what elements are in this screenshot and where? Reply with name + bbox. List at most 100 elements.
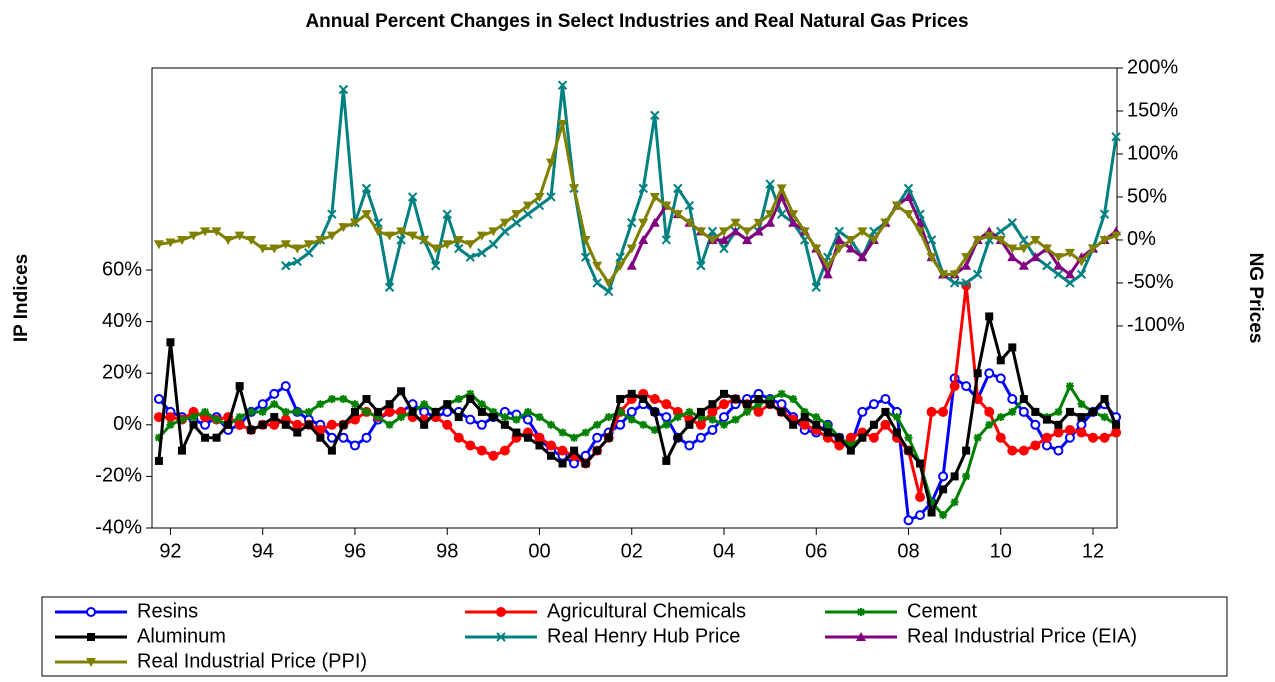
legend-label: Real Industrial Price (EIA) [907,625,1137,647]
data-point [962,446,971,455]
data-point [788,210,799,220]
chart-title: Annual Percent Changes in Select Industr… [305,11,968,32]
data-point [742,227,753,237]
data-point [338,84,349,95]
data-point [476,419,487,430]
data-point [626,244,637,254]
data-point [315,235,326,245]
data-point [454,395,463,404]
data-point [650,425,659,434]
data-point [1019,395,1028,404]
x-tick-label: 04 [713,540,735,562]
data-point [1065,382,1074,391]
data-point [442,240,453,250]
data-point [684,440,695,451]
series-line [285,83,1118,294]
data-point [523,209,533,219]
data-point [1053,253,1064,263]
data-point [904,433,913,442]
data-point [708,415,717,424]
data-point [385,400,394,409]
data-point [1018,406,1029,417]
data-point [949,278,960,288]
data-point [753,226,764,236]
data-point [742,234,753,244]
data-point [857,227,868,237]
data-point [270,413,279,422]
data-point [822,269,833,279]
data-point [857,252,868,262]
data-point [985,312,994,321]
data-point [707,424,718,435]
data-point [166,338,175,347]
data-point [950,498,959,507]
data-point [961,278,971,288]
data-point [408,407,417,416]
data-point [477,407,486,416]
data-point [396,227,407,237]
data-point [431,407,440,416]
data-point [580,252,591,262]
legend-marker [86,607,96,617]
data-point [696,413,705,422]
data-point [1089,407,1098,416]
data-point [707,226,718,237]
y-tick-label: 0% [113,413,142,435]
data-point [972,269,983,280]
data-point [696,407,705,416]
data-point [547,451,556,460]
data-point [304,407,313,416]
data-point [476,231,487,241]
data-point [939,485,948,494]
data-point [903,210,914,220]
data-point [1112,420,1121,429]
data-point [189,413,198,422]
data-point [430,244,441,254]
data-point [316,400,325,409]
data-point [639,420,648,429]
legend-marker [857,608,865,616]
y2-tick-label: 50% [1127,185,1167,207]
data-point [880,394,891,405]
data-point [996,226,1006,237]
data-point [1077,413,1086,422]
data-point [845,432,856,443]
data-point [154,433,163,442]
data-point [534,200,545,211]
data-point [257,399,268,410]
data-point [1019,235,1029,245]
data-point [985,420,994,429]
data-point [995,432,1006,443]
data-point [442,419,453,430]
data-point [765,210,776,220]
data-point [154,456,163,465]
data-point [915,492,926,503]
data-point [1053,260,1064,270]
data-point [789,420,798,429]
data-point [419,235,430,245]
data-point [892,413,901,422]
data-point [615,261,626,271]
data-point [719,243,729,254]
data-point [234,419,245,430]
legend-label: Resins [137,600,198,622]
data-point [235,413,244,422]
data-point [603,286,614,297]
data-point [1065,278,1075,288]
data-point [349,440,360,451]
data-point [303,240,314,250]
data-point [534,432,545,443]
data-point [684,200,695,211]
data-point [361,210,372,220]
data-point [258,407,267,416]
data-point [1041,244,1052,254]
data-point [269,388,280,399]
data-point [234,231,245,241]
data-point [661,235,672,245]
data-point [638,218,649,228]
data-point [581,459,590,468]
data-point [304,420,313,429]
data-point [766,400,775,409]
data-point [558,428,567,437]
